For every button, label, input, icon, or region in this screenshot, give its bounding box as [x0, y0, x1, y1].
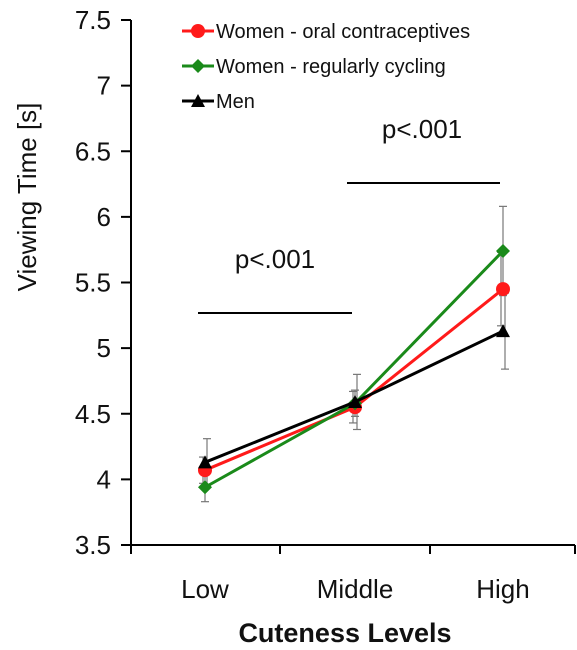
data-point — [496, 282, 510, 297]
legend-item: Women - regularly cycling — [182, 56, 446, 78]
significance-annotations: p<.001 p<.001 — [198, 114, 500, 314]
y-tick-label: 7 — [97, 71, 111, 101]
y-tick-label: 4.5 — [75, 399, 111, 429]
series-1 — [198, 244, 510, 495]
series-line — [204, 329, 504, 464]
data-point — [348, 394, 362, 408]
legend-label: Women - oral contraceptives — [216, 21, 470, 43]
x-axis-title: Cuteness Levels — [238, 618, 451, 648]
y-tick-label: 7.5 — [75, 5, 111, 35]
y-tick-label: 6 — [97, 202, 111, 232]
x-tick-label: Middle — [317, 574, 394, 604]
legend-label: Women - regularly cycling — [216, 56, 446, 78]
x-tick-label: High — [476, 574, 529, 604]
significance-label: p<.001 — [382, 114, 462, 144]
data-point — [496, 244, 510, 258]
y-axis-title: Viewing Time [s] — [12, 103, 42, 292]
series-2 — [198, 324, 510, 469]
y-tick-label: 5.5 — [75, 268, 111, 298]
legend-label: Men — [216, 91, 255, 113]
series-0 — [198, 282, 510, 478]
legend-marker — [191, 59, 205, 73]
x-ticks: Low Middle High — [130, 545, 576, 604]
data-point — [198, 480, 212, 495]
series-layer — [198, 205, 510, 503]
significance-label: p<.001 — [235, 244, 315, 274]
x-tick-label: Low — [181, 574, 229, 604]
y-tick-label: 4 — [97, 464, 111, 494]
error-bars-0 — [199, 251, 505, 484]
y-tick-label: 3.5 — [75, 530, 111, 560]
legend: Women - oral contraceptives Women - regul… — [182, 21, 470, 113]
y-tick-label: 6.5 — [75, 136, 111, 166]
legend-item: Women - oral contraceptives — [182, 21, 470, 43]
data-point — [198, 455, 212, 469]
legend-item: Men — [182, 91, 255, 113]
y-ticks: 3.5 4 4.5 5 5.5 6 6.5 7 7.5 — [75, 5, 131, 560]
legend-marker — [191, 24, 205, 38]
data-point — [496, 324, 510, 338]
y-tick-label: 5 — [97, 333, 111, 363]
legend-marker — [191, 94, 205, 107]
